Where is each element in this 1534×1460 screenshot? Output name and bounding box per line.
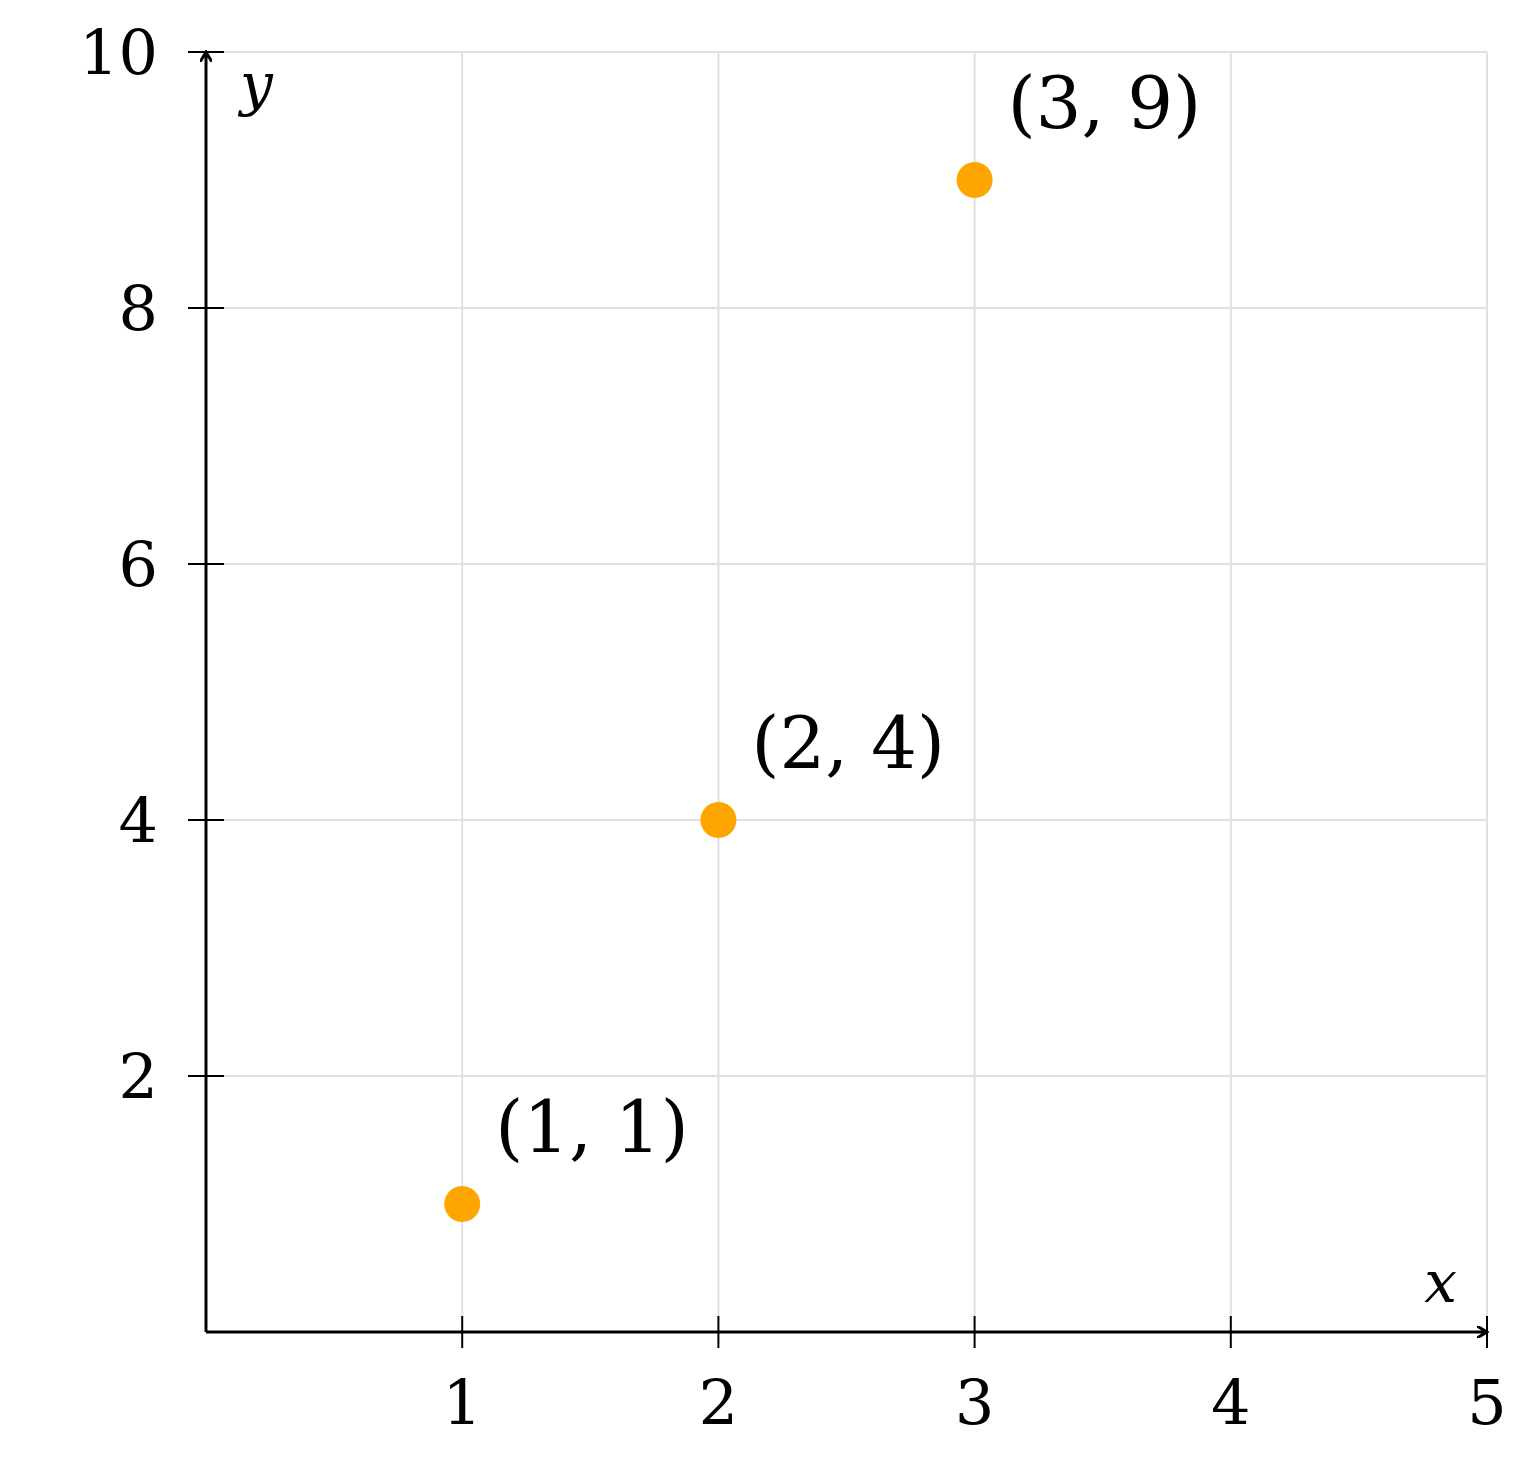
- data-point-label: (2, 4): [751, 701, 945, 785]
- data-points: (1, 1) (2, 4) (3, 9): [444, 61, 1201, 1222]
- data-point-label: (1, 1): [495, 1085, 689, 1169]
- x-tick-label: 5: [1467, 1366, 1506, 1439]
- x-tick-label: 3: [955, 1366, 994, 1439]
- y-tick-label: 8: [119, 272, 158, 345]
- y-tick-label: 4: [119, 784, 158, 857]
- ticks: 1 2 3 4 5 2 4 6 8 10: [79, 16, 1507, 1439]
- y-tick-label: 6: [119, 528, 158, 601]
- x-tick-label: 1: [442, 1366, 481, 1439]
- y-tick-label: 2: [119, 1040, 158, 1113]
- x-axis-label: x: [1424, 1248, 1457, 1316]
- data-point-marker: [444, 1186, 481, 1222]
- axes: [206, 52, 1487, 1332]
- data-point-marker: [700, 802, 737, 838]
- x-tick-label: 4: [1211, 1366, 1250, 1439]
- y-axis-label: y: [237, 50, 274, 118]
- y-tick-label: 10: [79, 16, 158, 89]
- data-point-marker: [956, 162, 993, 198]
- grid: [206, 51, 1488, 1332]
- data-point-label: (3, 9): [1008, 61, 1202, 145]
- x-tick-label: 2: [699, 1366, 738, 1439]
